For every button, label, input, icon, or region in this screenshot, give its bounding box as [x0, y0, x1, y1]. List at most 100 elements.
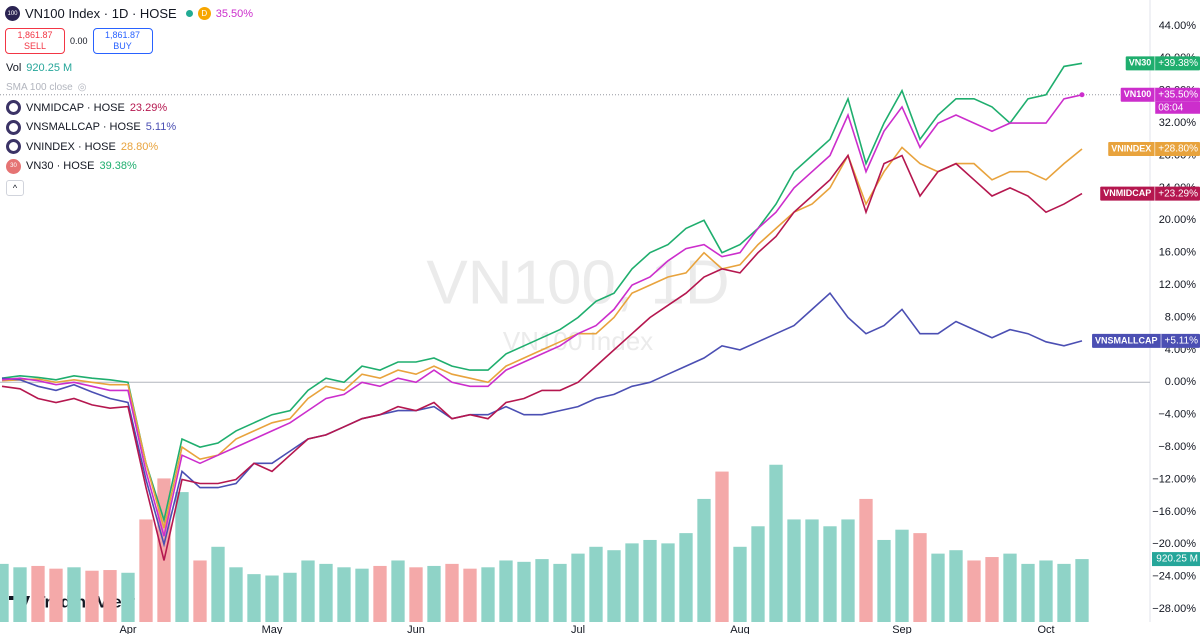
volume-bar [229, 567, 243, 622]
volume-bar [463, 568, 477, 622]
volume-bar [445, 563, 459, 622]
volume-bar [139, 519, 153, 622]
legend-row[interactable]: VNSMALLCAP · HOSE 5.11% [6, 119, 177, 135]
volume-bar [751, 526, 765, 622]
tag-name: VNMIDCAP [1103, 188, 1151, 198]
legend-row[interactable]: VNINDEX · HOSE 28.80% [6, 139, 158, 154]
symbol-badge: 100 [5, 6, 20, 21]
volume-bar [1075, 559, 1089, 622]
y-tick-label: 20.00% [1159, 214, 1197, 226]
legend-value: 28.80% [120, 140, 159, 153]
volume-bar [31, 565, 45, 622]
volume-bar [625, 543, 639, 622]
volume-bar [841, 519, 855, 622]
volume-value: 920.25 M [26, 62, 73, 74]
volume-bar [265, 575, 279, 622]
legend-label: VN30 · HOSE [26, 160, 95, 172]
price-tag: +5.11% VNSMALLCAP [1092, 333, 1200, 348]
price-tag: +23.29% VNMIDCAP [1100, 186, 1200, 201]
sell-label: SELL [23, 41, 47, 51]
tag-name: VN100 [1124, 89, 1152, 99]
tag-name: VN30 [1129, 58, 1152, 68]
x-tick-label: Apr [119, 624, 136, 634]
volume-bar [409, 567, 423, 622]
legend-badge: 30 [6, 158, 21, 174]
tag-time-background [1155, 101, 1200, 114]
tag-background [1120, 87, 1200, 102]
tag-background [1108, 142, 1200, 157]
tag-value: +39.38% [1158, 58, 1198, 69]
collapse-button[interactable]: ^ [6, 180, 24, 196]
volume-bar [607, 550, 621, 622]
legend-value: 5.11% [145, 121, 177, 133]
volume-bar [823, 526, 837, 622]
volume-bar [499, 560, 513, 622]
tag-background [1092, 333, 1200, 348]
volume-bar [85, 570, 99, 622]
volume-bar [697, 498, 711, 622]
x-tick-label: Jul [571, 624, 585, 634]
volume-bar [805, 519, 819, 622]
watermark-subtitle: VN100 Index [503, 326, 653, 356]
legend-row[interactable]: 30 VN30 · HOSE 39.38% [6, 158, 137, 174]
volume-bar [247, 574, 261, 622]
volume-tag-background [1152, 552, 1200, 567]
volume-bar [283, 572, 297, 622]
trade-row: 1,861.87 SELL 0.00 1,861.87 BUY [5, 28, 153, 54]
legend-badge [6, 100, 21, 115]
volume-bar [427, 565, 441, 622]
volume-bar [481, 567, 495, 622]
volume-bar [301, 560, 315, 622]
volume-bar [1003, 553, 1017, 622]
volume-bar [589, 546, 603, 622]
volume-row: Vol 920.25 M [6, 62, 72, 74]
volume-bar [643, 539, 657, 622]
watermark-title: VN100, 1D [426, 248, 729, 317]
eye-icon[interactable]: ◎ [77, 82, 87, 93]
price-tag: +28.80% VNINDEX [1108, 142, 1200, 157]
series-line [1, 153, 1083, 561]
sell-button[interactable]: 1,861.87 SELL [5, 28, 65, 54]
symbol-row: 100 VN100 Index · 1D · HOSE D 35.50% [5, 6, 253, 21]
tag-background [1125, 56, 1200, 71]
x-tick-label: May [262, 624, 283, 634]
tag-background [1100, 186, 1200, 201]
volume-bar [661, 543, 675, 622]
tag-value: +35.50% [1158, 89, 1198, 100]
volume-bar [67, 567, 81, 622]
volume-bar [13, 567, 27, 622]
volume-bar [121, 572, 135, 622]
y-tick-label: −28.00% [1152, 603, 1196, 615]
status-dot [185, 10, 193, 17]
volume-bar [895, 529, 909, 622]
volume-tag: 920.25 M [1156, 554, 1198, 565]
x-tick-label: Aug [730, 624, 750, 634]
buy-button[interactable]: 1,861.87 BUY [92, 28, 153, 54]
legend-row[interactable]: VNMIDCAP · HOSE 23.29% [6, 100, 167, 115]
volume-bar [769, 464, 783, 622]
sma-label: SMA 100 close [6, 82, 73, 93]
volume-bar [517, 561, 531, 622]
volume-bar [967, 560, 981, 622]
volume-bar [211, 546, 225, 622]
y-tick-label: 12.00% [1159, 279, 1197, 291]
buy-price: 1,861.87 [105, 30, 141, 40]
volume-bar [715, 471, 729, 622]
tag-name: VNSMALLCAP [1095, 335, 1158, 345]
series-line [1, 292, 1083, 548]
y-tick-label: −8.00% [1158, 441, 1196, 453]
spread: 0.00 [70, 36, 88, 46]
sell-price: 1,861.87 [17, 30, 53, 40]
volume-bar [949, 550, 963, 622]
symbol-change: 35.50% [215, 7, 254, 20]
volume-bar [337, 567, 351, 622]
y-tick-label: 32.00% [1159, 117, 1197, 129]
volume-bar [535, 559, 549, 622]
volume-bar [103, 570, 117, 622]
volume-bar [193, 560, 207, 622]
price-tag: +39.38% VN30 [1125, 56, 1200, 71]
volume-bar [49, 568, 63, 622]
y-tick-label: 8.00% [1165, 311, 1196, 323]
